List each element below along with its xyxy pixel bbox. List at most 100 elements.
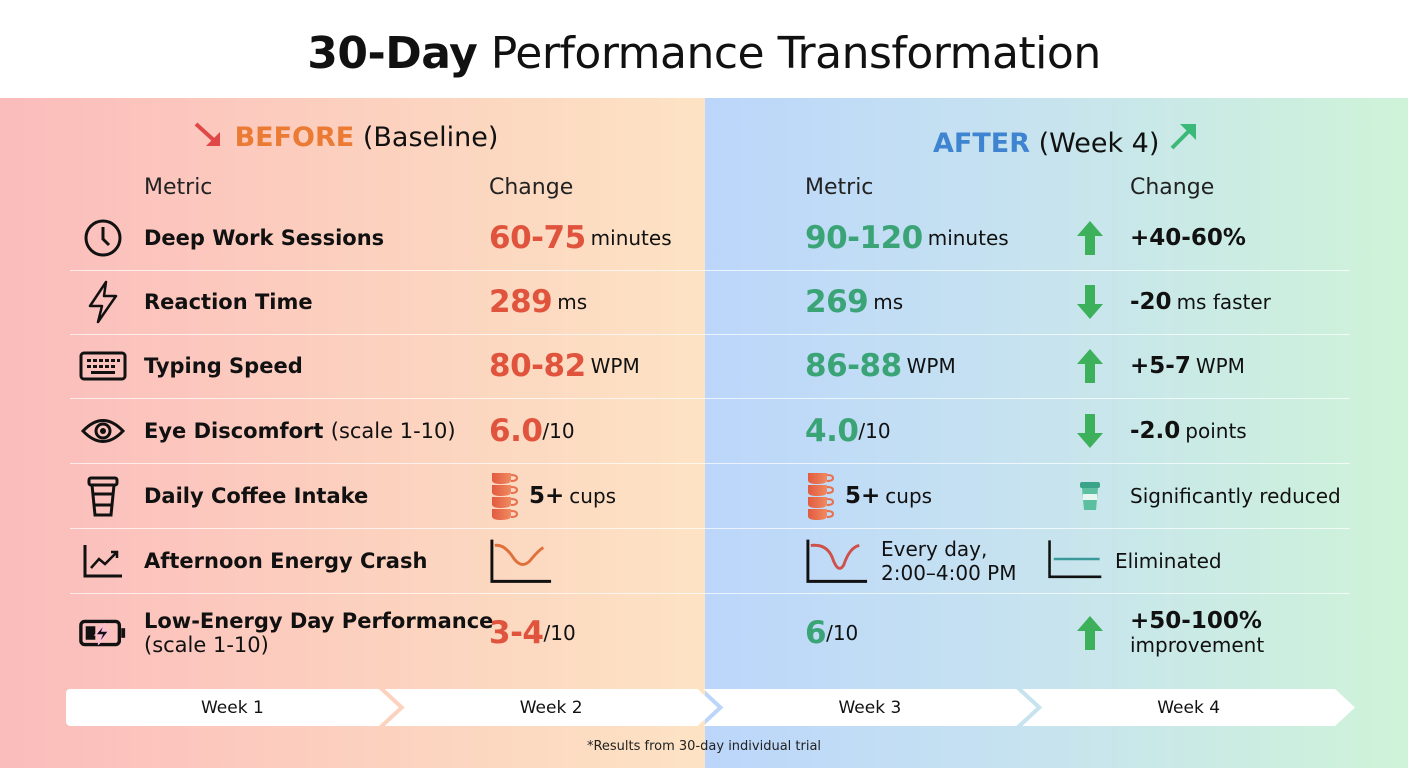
battery-charging-icon xyxy=(78,596,128,670)
change-unit: ms faster xyxy=(1176,290,1271,314)
energy-crash-chart-icon xyxy=(490,539,552,583)
change-cell: +5-7 WPM xyxy=(1075,334,1245,398)
footnote: *Results from 30-day individual trial xyxy=(586,739,822,754)
metric-cell: Eye Discomfort (scale 1-10) xyxy=(144,399,456,463)
before-unit: /10 xyxy=(543,621,576,645)
change-value: +50-100% xyxy=(1130,608,1262,634)
arrow-up-icon xyxy=(1077,616,1103,650)
change-unit: improvement xyxy=(1130,633,1265,657)
table-row: Typing Speed 80-82 WPM 86-88 WPM +5-7 WPM xyxy=(70,334,1350,398)
before-unit: cups xyxy=(569,484,617,508)
clock-icon xyxy=(78,206,128,270)
before-unit: minutes xyxy=(590,226,672,250)
before-cell: 5+ cups xyxy=(489,464,616,528)
metric-label: Eye Discomfort xyxy=(144,419,324,443)
metric-label: Daily Coffee Intake xyxy=(144,484,369,508)
table-row: Afternoon Energy Crash Every day, 2:00–4:… xyxy=(70,529,1350,593)
before-cell: 289 ms xyxy=(489,270,587,334)
arrow-down-icon xyxy=(1077,285,1103,319)
change-cell: -20 ms faster xyxy=(1075,270,1271,334)
before-value: 80-82 xyxy=(489,348,586,384)
before-sub: (Baseline) xyxy=(362,122,499,153)
trend-chart-icon xyxy=(78,529,128,593)
before-cell: 3-4/10 xyxy=(489,596,576,670)
column-header-change-after: Change xyxy=(1130,175,1215,200)
change-cell: -2.0 points xyxy=(1075,399,1247,463)
row-divider xyxy=(70,593,1350,594)
before-unit: WPM xyxy=(590,354,640,378)
arrow-down-right-icon xyxy=(194,122,220,146)
change-unit: points xyxy=(1185,419,1247,443)
before-unit: ms xyxy=(557,290,588,314)
metric-label: Typing Speed xyxy=(144,354,303,378)
before-panel xyxy=(0,98,705,768)
metric-sub: (scale 1-10) xyxy=(144,633,269,657)
before-value: 3-4 xyxy=(489,615,544,651)
metric-label: Reaction Time xyxy=(144,290,313,314)
after-cell: 6/10 xyxy=(805,596,858,670)
coffee-cup-icon xyxy=(78,464,128,528)
row-divider xyxy=(70,463,1350,464)
change-text: Eliminated xyxy=(1115,549,1222,573)
after-value: 269 xyxy=(805,284,869,320)
before-value: 289 xyxy=(489,284,553,320)
timeline: Week 1 Week 2 Week 3 Week 4 xyxy=(66,689,1355,726)
lightning-icon xyxy=(78,270,128,334)
table-row: Eye Discomfort (scale 1-10) 6.0/10 4.0/1… xyxy=(70,399,1350,463)
after-unit: cups xyxy=(885,484,933,508)
row-divider xyxy=(70,270,1350,271)
coffee-cups-stack-icon xyxy=(492,473,519,520)
after-value: 5+ xyxy=(845,483,881,509)
timeline-week-1: Week 1 xyxy=(66,689,399,726)
before-value: 6.0 xyxy=(489,413,543,449)
after-unit: minutes xyxy=(927,226,1009,250)
metric-cell: Deep Work Sessions xyxy=(144,206,384,270)
before-value: 5+ xyxy=(529,483,565,509)
row-divider xyxy=(70,398,1350,399)
metric-cell: Afternoon Energy Crash xyxy=(144,529,427,593)
timeline-week-4: Week 4 xyxy=(1022,689,1355,726)
after-value: 90-120 xyxy=(805,220,923,256)
after-cell: 4.0/10 xyxy=(805,399,891,463)
after-label: AFTER xyxy=(933,128,1030,159)
table-row: Low-Energy Day Performance (scale 1-10) 3… xyxy=(70,596,1350,670)
before-unit: /10 xyxy=(542,419,575,443)
change-cell: Eliminated xyxy=(1048,529,1222,593)
arrow-up-icon xyxy=(1077,349,1103,383)
before-cell: 6.0/10 xyxy=(489,399,575,463)
change-value: -20 xyxy=(1130,289,1172,315)
page-title: 30-Day Performance Transformation xyxy=(0,28,1408,79)
column-header-metric: Metric xyxy=(144,175,213,200)
table-row: Deep Work Sessions 60-75 minutes 90-120 mi… xyxy=(70,206,1350,270)
metric-label: Low-Energy Day Performance xyxy=(144,609,494,633)
change-unit: WPM xyxy=(1195,354,1245,378)
metric-cell: Daily Coffee Intake xyxy=(144,464,368,528)
before-label: BEFORE xyxy=(234,122,355,153)
arrow-up-right-icon xyxy=(1170,124,1196,150)
after-text-line1: Every day, xyxy=(881,537,988,561)
title-rest: Performance Transformation xyxy=(477,28,1101,79)
eye-icon xyxy=(78,399,128,463)
after-unit: /10 xyxy=(826,621,859,645)
after-cell: 90-120 minutes xyxy=(805,206,1009,270)
before-cell: 80-82 WPM xyxy=(489,334,640,398)
timeline-week-3: Week 3 xyxy=(703,689,1037,726)
after-cell: 269 ms xyxy=(805,270,903,334)
table-row: Reaction Time 289 ms 269 ms -20 ms faster xyxy=(70,270,1350,334)
after-unit: /10 xyxy=(858,419,891,443)
metric-cell: Typing Speed xyxy=(144,334,303,398)
change-value: -2.0 xyxy=(1130,418,1181,444)
change-value: +5-7 xyxy=(1130,353,1191,379)
after-unit: WPM xyxy=(906,354,956,378)
after-value: 4.0 xyxy=(805,413,859,449)
after-value: 6 xyxy=(805,615,827,651)
metric-sub: (scale 1-10) xyxy=(330,419,456,443)
change-cell: +50-100% improvement xyxy=(1075,596,1267,670)
arrow-up-icon xyxy=(1077,221,1103,255)
timeline-week-2: Week 2 xyxy=(384,689,718,726)
after-unit: ms xyxy=(873,290,904,314)
after-cell: 5+ cups xyxy=(805,464,932,528)
column-header-metric-after: Metric xyxy=(805,175,874,200)
metric-cell: Low-Energy Day Performance (scale 1-10) xyxy=(144,596,493,670)
after-sub: (Week 4) xyxy=(1038,128,1160,159)
